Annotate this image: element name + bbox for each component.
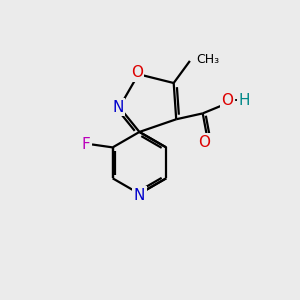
Text: O: O	[198, 135, 210, 150]
Text: O: O	[131, 65, 143, 80]
Text: H: H	[238, 93, 250, 108]
Text: O: O	[221, 93, 233, 108]
Text: F: F	[82, 137, 91, 152]
Text: N: N	[134, 188, 145, 203]
Text: CH₃: CH₃	[196, 53, 219, 66]
Text: N: N	[112, 100, 124, 115]
